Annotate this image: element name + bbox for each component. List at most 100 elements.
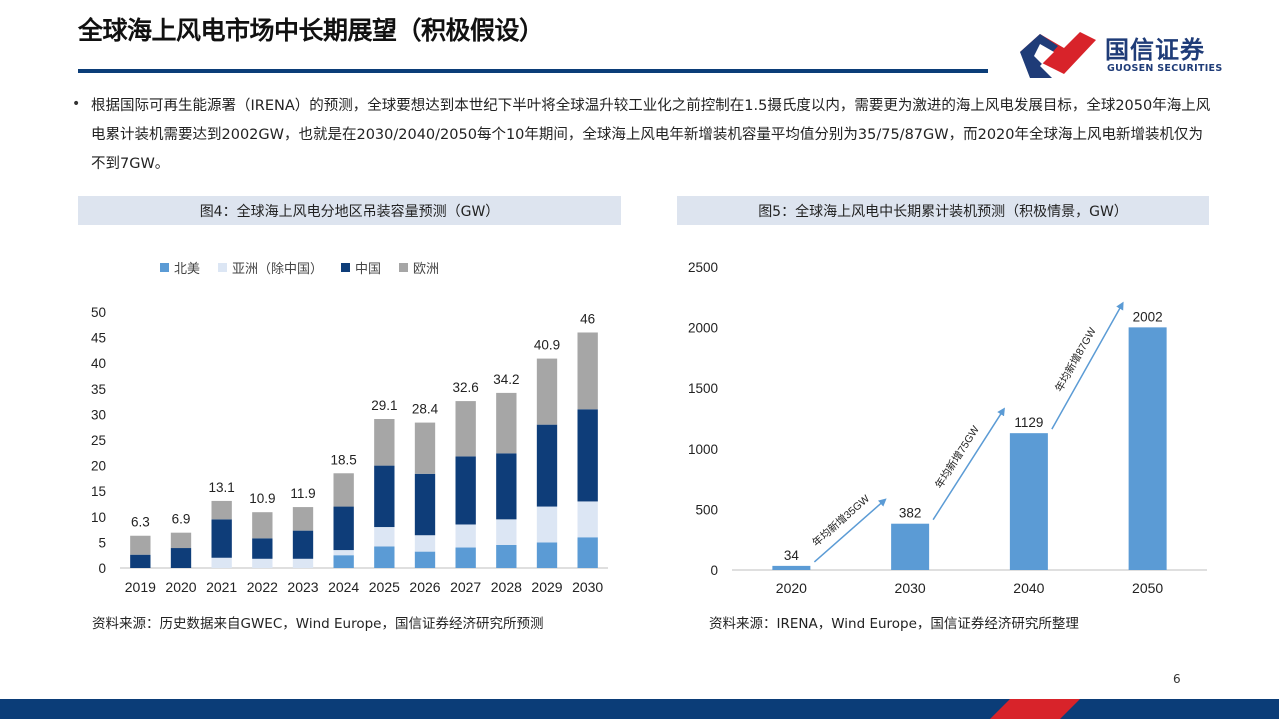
bar-segment xyxy=(496,544,517,568)
bar-segment xyxy=(414,473,436,536)
y-tick-label: 2000 xyxy=(688,321,718,336)
bar-segment xyxy=(536,506,558,543)
x-tick-label: 2030 xyxy=(572,579,603,595)
logo-cn-text: 国信证券 xyxy=(1105,36,1205,64)
logo-en-text: GUOSEN SECURITIES xyxy=(1107,63,1223,74)
legend-item: 欧洲 xyxy=(399,258,439,277)
bar-segment xyxy=(496,519,517,545)
bar-segment xyxy=(292,530,314,559)
bar-segment xyxy=(536,424,558,507)
fig5-chart: 0 500 1000 1500 2000 2500 34 2020 382 2030 1129 204… xyxy=(688,260,1207,596)
value-label: 382 xyxy=(899,506,922,521)
bar-segment xyxy=(292,558,314,568)
value-label: 34 xyxy=(784,548,800,563)
y-tick-label: 0 xyxy=(710,563,718,578)
total-label: 13.1 xyxy=(209,480,235,495)
fig5-title: 图5：全球海上风电中长期累计装机预测（积极情景，GW） xyxy=(677,196,1209,225)
total-label: 6.9 xyxy=(172,512,191,527)
y-tick-label: 15 xyxy=(91,484,106,499)
x-tick-label: 2023 xyxy=(287,579,318,595)
bar-segment xyxy=(536,358,558,425)
total-label: 46 xyxy=(580,311,595,326)
bar-segment xyxy=(130,535,151,555)
legend-label: 北美 xyxy=(174,262,201,277)
legend-label: 中国 xyxy=(355,262,382,277)
total-label: 29.1 xyxy=(371,398,397,413)
legend-swatch xyxy=(341,263,351,272)
bullet-dot: • xyxy=(72,96,81,112)
bar-segment xyxy=(374,419,395,466)
x-tick-label: 2040 xyxy=(1013,580,1044,596)
x-tick-label: 2050 xyxy=(1132,580,1163,596)
legend-swatch xyxy=(160,263,169,272)
bar-segment xyxy=(211,519,232,558)
title-rule xyxy=(78,69,988,73)
bar-segment xyxy=(333,473,354,507)
bar-segment xyxy=(374,527,395,547)
bar-segment xyxy=(577,332,598,410)
y-tick-label: 50 xyxy=(91,305,106,320)
bar-segment xyxy=(496,392,517,454)
y-tick-label: 1500 xyxy=(688,381,718,396)
bar-segment xyxy=(374,465,395,528)
bar-segment xyxy=(455,401,476,457)
bar-segment xyxy=(170,532,192,549)
x-tick-label: 2019 xyxy=(125,579,156,595)
bar xyxy=(1128,327,1167,570)
bar-segment xyxy=(333,555,354,568)
legend-swatch xyxy=(399,263,409,272)
bar xyxy=(1009,433,1048,570)
x-tick-label: 2022 xyxy=(247,579,278,595)
bar-segment xyxy=(374,546,395,568)
legend-label: 欧洲 xyxy=(413,262,440,277)
y-tick-label: 35 xyxy=(91,382,106,397)
trend-arrow xyxy=(1051,301,1124,430)
legend-item: 亚洲（除中国） xyxy=(218,258,323,277)
bar-segment xyxy=(414,535,436,552)
footer-bar xyxy=(0,699,1279,719)
total-label: 6.3 xyxy=(131,515,150,530)
x-tick-label: 2026 xyxy=(409,579,440,595)
y-tick-label: 1000 xyxy=(688,442,718,457)
x-tick-label: 2029 xyxy=(531,579,562,595)
total-label: 11.9 xyxy=(290,486,315,501)
bar-segment xyxy=(414,551,436,568)
total-label: 40.9 xyxy=(534,338,560,353)
fig4-source: 资料来源：历史数据来自GWEC，Wind Europe，国信证券经济研究所预测 xyxy=(92,616,544,632)
bar-segment xyxy=(170,548,192,568)
fig4-legend: 北美 亚洲（除中国） 中国 欧洲 xyxy=(160,258,439,277)
fig4-chart: 051015202530354045506.320196.9202013.120… xyxy=(91,305,608,595)
bar-segment xyxy=(577,409,598,502)
bar-segment xyxy=(130,554,151,568)
guosen-logo-icon xyxy=(1020,32,1096,78)
total-label: 10.9 xyxy=(249,491,275,506)
value-label: 2002 xyxy=(1133,309,1163,324)
legend-item: 中国 xyxy=(341,258,381,277)
bar-segment xyxy=(455,547,476,568)
trend-arrow xyxy=(932,407,1005,521)
bar-segment xyxy=(252,538,273,559)
x-tick-label: 2028 xyxy=(491,579,522,595)
x-tick-label: 2024 xyxy=(328,579,359,595)
trend-arrow xyxy=(813,498,887,563)
bar-segment xyxy=(496,453,517,520)
y-tick-label: 5 xyxy=(98,535,106,550)
fig5-source: 资料来源：IRENA，Wind Europe，国信证券经济研究所整理 xyxy=(709,616,1079,632)
bar-segment xyxy=(211,557,232,568)
page-title: 全球海上风电市场中长期展望（积极假设） xyxy=(78,16,544,45)
legend-swatch xyxy=(218,263,228,272)
legend-item: 北美 xyxy=(160,258,200,277)
bar xyxy=(891,523,930,570)
bar-segment xyxy=(455,456,476,525)
bar-segment xyxy=(252,558,273,568)
bar-segment xyxy=(333,550,354,556)
total-label: 18.5 xyxy=(331,452,357,467)
y-tick-label: 500 xyxy=(695,502,718,517)
bullet-text: 根据国际可再生能源署（IRENA）的预测，全球要想达到本世纪下半叶将全球温升较工… xyxy=(91,98,1211,172)
bar-segment xyxy=(333,506,354,551)
y-tick-label: 45 xyxy=(91,331,106,346)
y-tick-label: 10 xyxy=(91,510,106,525)
y-tick-label: 40 xyxy=(91,356,106,371)
annotation-label: 年均新增75GW xyxy=(932,423,982,491)
total-label: 28.4 xyxy=(412,402,439,417)
